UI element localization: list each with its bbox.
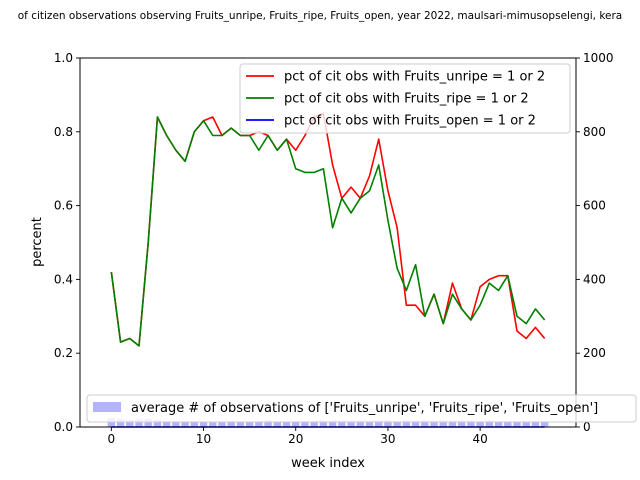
bar [328, 420, 337, 427]
bar [172, 421, 180, 427]
bar [181, 421, 189, 427]
y-tick-label-right: 800 [583, 125, 606, 139]
bar [227, 421, 235, 427]
x-tick-label: 10 [196, 432, 211, 446]
bar [393, 421, 401, 427]
x-axis: 0 10 20 30 40 [108, 427, 488, 446]
y-tick-label: 0.8 [54, 125, 73, 139]
bar [457, 420, 466, 427]
y-tick-label-right: 400 [583, 272, 606, 286]
y-tick-label-right: 0 [583, 420, 591, 434]
bar [273, 421, 281, 427]
bar [153, 419, 162, 427]
y-axis-label: percent [30, 217, 45, 267]
line-series [110, 112, 546, 428]
plot-frame [79, 57, 577, 428]
bar [310, 421, 318, 427]
bar [236, 421, 245, 427]
y-tick-label: 0.4 [54, 272, 73, 286]
bar [144, 418, 152, 427]
bar [448, 420, 457, 427]
bar [439, 420, 447, 427]
y-tick-label: 0.6 [54, 199, 73, 213]
bar [116, 418, 125, 427]
chart-title: of citizen observations observing Fruits… [18, 10, 623, 22]
bar [402, 420, 411, 427]
bar [190, 421, 199, 427]
y-tick-label-right: 1000 [583, 51, 614, 65]
y-tick-label-right: 600 [583, 199, 606, 213]
y-tick-label: 0.2 [54, 346, 73, 360]
legend-label: pct of cit obs with Fruits_unripe = 1 or… [284, 70, 545, 85]
bar [292, 421, 300, 427]
bar [301, 421, 309, 427]
bar [338, 420, 346, 427]
x-tick-label: 40 [472, 432, 487, 446]
bar [347, 420, 355, 427]
series-line [110, 116, 546, 347]
legend-box [239, 63, 571, 134]
y-tick-label: 1.0 [54, 51, 73, 65]
bar [430, 420, 438, 427]
legend-label: pct of cit obs with Fruits_ripe = 1 or 2 [284, 92, 529, 107]
legend-label: average # of observations of ['Fruits_un… [131, 401, 598, 416]
bar [107, 418, 116, 427]
bar [365, 420, 374, 427]
y-tick-label: 0.0 [54, 420, 73, 434]
bar [476, 421, 484, 427]
bar [421, 420, 429, 427]
legend-label: pct of cit obs with Fruits_open = 1 or 2 [284, 114, 536, 129]
bar [467, 420, 475, 427]
x-tick-label: 20 [288, 432, 303, 446]
bar [264, 420, 272, 427]
legend-swatch [93, 402, 121, 412]
legend-top-right: pct of cit obs with Fruits_unripe = 1 or… [239, 63, 571, 134]
bar [199, 421, 208, 427]
y-axis-right: 0 200 400 600 800 1000 [576, 51, 614, 434]
bar [282, 421, 291, 427]
legend-box [86, 394, 637, 423]
bar [135, 418, 143, 427]
bar [162, 421, 171, 427]
bar [126, 419, 134, 427]
x-axis-label: week index [291, 456, 365, 471]
bar [209, 421, 217, 427]
x-tick-label: 30 [380, 432, 395, 446]
bar [531, 421, 540, 427]
bar [504, 421, 512, 427]
bar [218, 421, 226, 427]
bar-series [107, 418, 549, 427]
bar [384, 420, 392, 427]
bar [356, 420, 364, 427]
bar [494, 421, 503, 427]
bar [375, 420, 383, 427]
bar [485, 420, 494, 427]
series-line [110, 112, 546, 347]
bar [319, 420, 328, 427]
y-tick-label-right: 200 [583, 346, 606, 360]
bar [513, 421, 521, 427]
bar [255, 421, 263, 427]
bar [522, 421, 530, 427]
x-tick-label: 0 [108, 432, 116, 446]
bar [540, 421, 549, 427]
bar [411, 420, 420, 427]
bar [245, 421, 254, 427]
legend-bottom: average # of observations of ['Fruits_un… [86, 394, 637, 423]
y-axis-left: 0.0 0.2 0.4 0.6 0.8 1.0 [54, 51, 80, 434]
